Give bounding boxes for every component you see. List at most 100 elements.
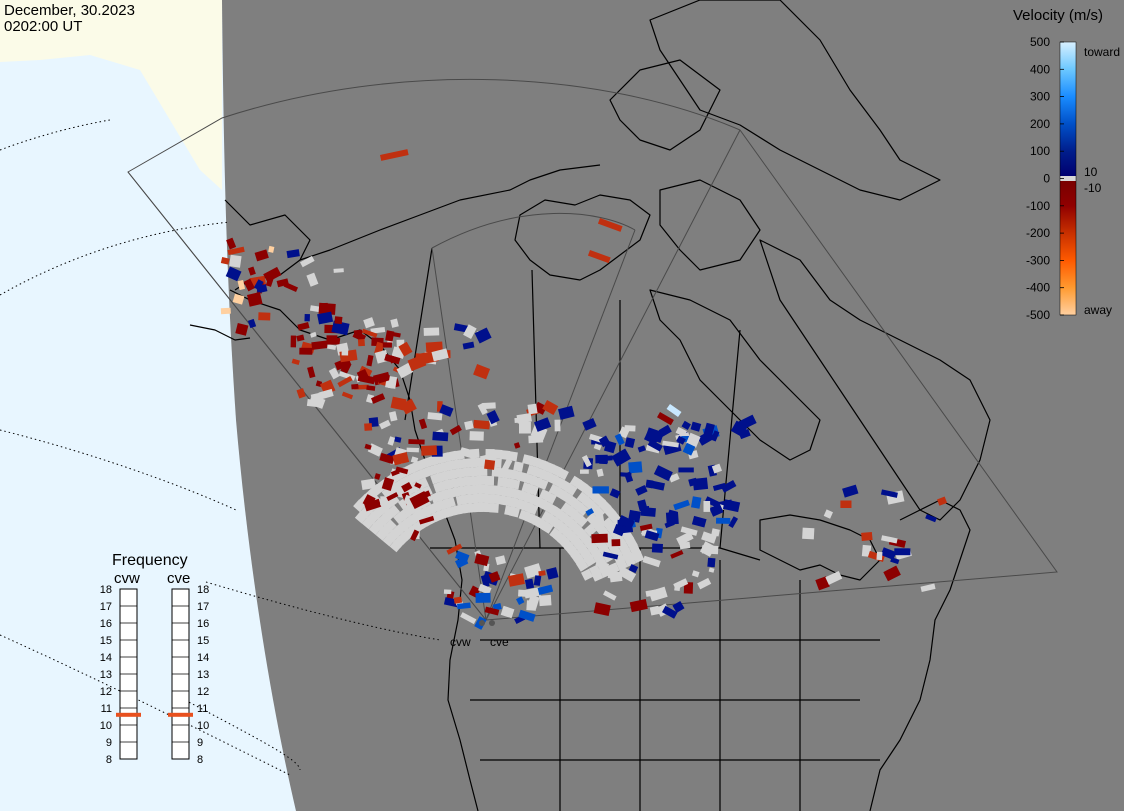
velocity-cell	[229, 254, 242, 268]
velocity-cell	[691, 515, 707, 528]
velocity-cell	[556, 467, 569, 481]
velocity-cell	[542, 400, 559, 415]
velocity-cell	[861, 531, 873, 541]
velocity-cell	[306, 399, 318, 408]
velocity-cell	[296, 388, 306, 399]
velocity-cell	[326, 335, 338, 345]
velocity-cell	[709, 503, 724, 517]
velocity-cell	[815, 576, 830, 591]
velocity-cell	[628, 563, 639, 574]
coastline-segment	[609, 59, 721, 151]
velocity-cell	[379, 452, 395, 465]
velocity-cell	[489, 503, 499, 513]
velocity-cell	[379, 419, 391, 430]
velocity-cell	[585, 508, 595, 516]
velocity-cell	[593, 443, 602, 451]
velocity-cell	[375, 520, 385, 531]
velocity-cell	[524, 563, 543, 579]
velocity-cell	[617, 515, 635, 530]
velocity-cell	[311, 340, 328, 350]
velocity-cell	[576, 503, 589, 516]
velocity-cell	[310, 331, 317, 338]
velocity-cell	[318, 388, 334, 400]
velocity-cell	[683, 582, 694, 594]
velocity-cell	[337, 375, 353, 388]
velocity-cell	[536, 478, 549, 490]
velocity-cell	[415, 490, 431, 502]
velocity-cell	[243, 278, 255, 292]
velocity-cell	[387, 436, 396, 446]
frequency-scale-label-right: 17	[197, 601, 209, 613]
velocity-cell	[265, 274, 275, 287]
graticule	[0, 119, 441, 776]
frequency-indicator-cvw	[116, 712, 141, 717]
velocity-cell	[226, 237, 237, 250]
velocity-cell	[589, 515, 605, 529]
velocity-cell	[802, 527, 815, 540]
velocity-cell	[712, 482, 727, 492]
velocity-cell	[220, 307, 231, 315]
velocity-cell	[840, 500, 852, 508]
velocity-cell	[463, 458, 474, 469]
frequency-scale-label-right: 14	[197, 652, 209, 664]
velocity-cell	[406, 447, 419, 453]
station-cve-marker	[489, 620, 495, 626]
velocity-cell	[861, 544, 872, 557]
velocity-cell	[518, 609, 536, 622]
velocity-cell	[407, 354, 427, 372]
colorbar-tick-label: -200	[1026, 226, 1050, 240]
velocity-cell	[299, 255, 315, 268]
velocity-cell	[455, 556, 469, 569]
frequency-indicator-cve	[168, 712, 193, 717]
velocity-cell	[591, 533, 608, 544]
time-label: 0202:00 UT	[4, 18, 82, 35]
globe-disk	[222, 0, 1124, 811]
velocity-cell	[595, 454, 608, 464]
velocity-cell	[408, 439, 425, 445]
velocity-cell	[462, 341, 475, 350]
velocity-cell	[624, 437, 636, 449]
velocity-cell	[484, 606, 500, 616]
velocity-cell	[644, 530, 660, 542]
velocity-cell	[565, 483, 578, 496]
station-cve-label: cve	[490, 635, 509, 649]
velocity-cell	[361, 478, 376, 490]
velocity-cell	[537, 584, 554, 595]
frequency-scale-label-right: 11	[197, 703, 208, 715]
velocity-cell	[390, 318, 399, 328]
velocity-cell	[673, 499, 690, 511]
frequency-scale-label-left: 14	[100, 652, 112, 664]
velocity-cell	[401, 481, 413, 493]
frequency-panel: Frequency cvw cve 18 18 17 17 16 16 15 15 14 14 13…	[100, 552, 210, 766]
velocity-cell	[478, 466, 488, 476]
velocity-cell	[380, 496, 389, 506]
velocity-streak	[587, 250, 611, 264]
colorbar-title: Velocity (m/s)	[1013, 7, 1103, 24]
frequency-radar-cvw: cvw	[114, 570, 140, 587]
coastline-segment	[189, 324, 251, 341]
velocity-cell	[711, 463, 723, 474]
velocity-cell	[642, 555, 661, 568]
velocity-cell	[484, 476, 495, 486]
colorbar-tick-label: -300	[1026, 253, 1050, 267]
velocity-cell	[341, 349, 349, 356]
velocity-cell	[593, 602, 611, 617]
velocity-cell	[653, 465, 673, 482]
velocity-cell	[823, 509, 833, 519]
velocity-cell	[333, 268, 344, 273]
velocity-cell	[371, 393, 386, 404]
frequency-scale-label-left: 10	[100, 720, 112, 732]
velocity-cell	[362, 494, 376, 508]
colorbar-tick-label: 100	[1030, 144, 1050, 158]
velocity-cell	[509, 506, 520, 518]
velocity-cell	[544, 491, 557, 505]
velocity-cell	[427, 412, 443, 421]
velocity-cell	[704, 496, 720, 508]
velocity-cell	[237, 280, 246, 291]
velocity-cell	[232, 293, 245, 305]
velocity-cell	[464, 420, 474, 430]
velocity-cell	[649, 480, 665, 491]
velocity-cell	[516, 596, 525, 606]
velocity-cell	[444, 496, 456, 509]
velocity-cell	[715, 517, 731, 524]
